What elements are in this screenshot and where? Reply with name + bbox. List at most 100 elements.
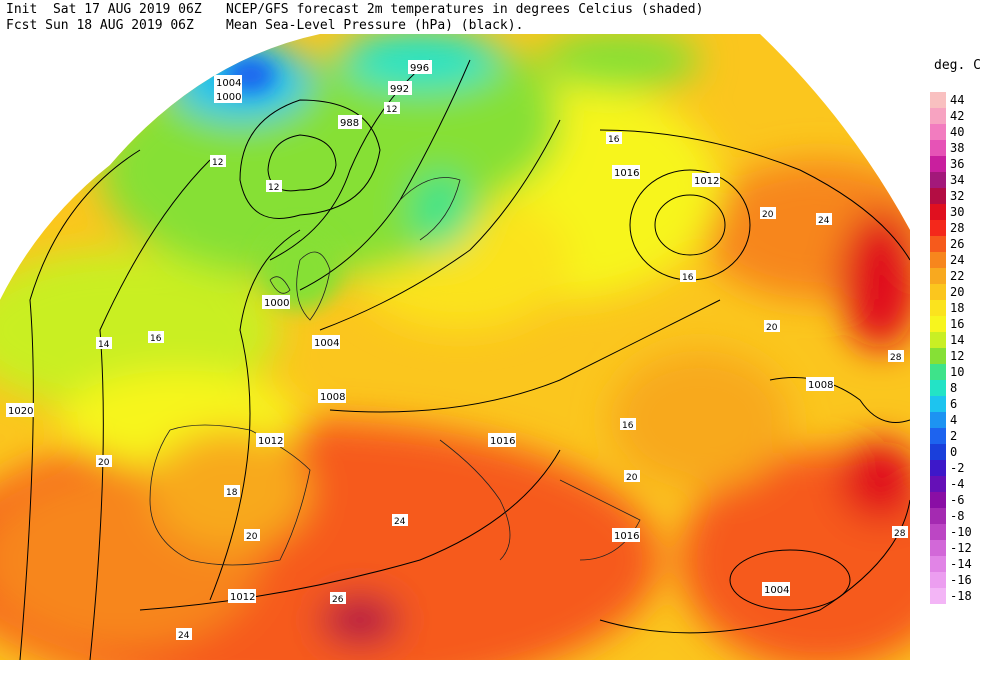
svg-text:1016: 1016 bbox=[614, 531, 639, 542]
isobar-labels: 1020 1016 1012 1008 1004 1000 996 992 98… bbox=[6, 60, 834, 603]
svg-text:1016: 1016 bbox=[490, 436, 515, 447]
isobar-label: 1012 bbox=[256, 433, 284, 447]
isobar-label: 1012 bbox=[228, 589, 256, 603]
svg-text:12: 12 bbox=[268, 183, 279, 193]
legend-swatch bbox=[930, 556, 946, 572]
legend-swatch bbox=[930, 508, 946, 524]
legend-swatch bbox=[930, 92, 946, 108]
legend-swatch bbox=[930, 428, 946, 444]
svg-text:24: 24 bbox=[818, 216, 830, 226]
legend-swatch bbox=[930, 268, 946, 284]
legend-entry: 8 bbox=[930, 380, 1000, 396]
chart-title-line1: NCEP/GFS forecast 2m temperatures in deg… bbox=[226, 2, 704, 17]
svg-text:20: 20 bbox=[246, 532, 258, 542]
isobar-label: 1016 bbox=[488, 433, 516, 447]
legend-label: 34 bbox=[950, 173, 965, 187]
legend-entry: 18 bbox=[930, 300, 1000, 316]
legend-entry: -18 bbox=[930, 588, 1000, 604]
legend-label: 12 bbox=[950, 349, 965, 363]
svg-text:1012: 1012 bbox=[258, 436, 283, 447]
legend-label: 38 bbox=[950, 141, 965, 155]
temp-label: 24 bbox=[392, 514, 408, 527]
legend-entry: 34 bbox=[930, 172, 1000, 188]
legend-swatch bbox=[930, 332, 946, 348]
legend-entry: -4 bbox=[930, 476, 1000, 492]
svg-text:28: 28 bbox=[890, 353, 902, 363]
svg-text:20: 20 bbox=[98, 458, 110, 468]
isobar-label: 992 bbox=[388, 81, 412, 95]
legend-label: 24 bbox=[950, 253, 965, 267]
svg-text:20: 20 bbox=[626, 473, 638, 483]
legend-entry: 14 bbox=[930, 332, 1000, 348]
legend-swatch bbox=[930, 364, 946, 380]
isobar-label: 1004 bbox=[312, 335, 340, 349]
legend-entry: 44 bbox=[930, 92, 1000, 108]
temp-label: 16 bbox=[680, 270, 696, 283]
legend-entry: -2 bbox=[930, 460, 1000, 476]
legend-swatch bbox=[930, 220, 946, 236]
legend-label: -10 bbox=[950, 525, 972, 539]
svg-text:20: 20 bbox=[766, 323, 778, 333]
weather-map: 1020 1016 1012 1008 1004 1000 996 992 98… bbox=[0, 34, 910, 660]
legend-title: deg. C bbox=[934, 58, 981, 73]
legend-swatch bbox=[930, 284, 946, 300]
legend-swatch bbox=[930, 540, 946, 556]
legend-entry: 28 bbox=[930, 220, 1000, 236]
svg-text:1008: 1008 bbox=[320, 392, 345, 403]
legend-entry: -8 bbox=[930, 508, 1000, 524]
legend-swatch bbox=[930, 140, 946, 156]
temp-label: 20 bbox=[624, 470, 640, 483]
legend-entry: -16 bbox=[930, 572, 1000, 588]
isobar-label: 1000 bbox=[214, 89, 242, 103]
legend-entry: 16 bbox=[930, 316, 1000, 332]
isobar-label: 988 bbox=[338, 115, 362, 129]
legend-swatch bbox=[930, 316, 946, 332]
coastlines bbox=[149, 177, 641, 566]
svg-text:1004: 1004 bbox=[216, 78, 241, 89]
legend-swatch bbox=[930, 172, 946, 188]
temp-label: 20 bbox=[760, 207, 776, 220]
svg-text:1008: 1008 bbox=[808, 380, 833, 391]
svg-text:16: 16 bbox=[682, 273, 694, 283]
legend-label: 26 bbox=[950, 237, 965, 251]
chart-title: NCEP/GFS forecast 2m temperatures in deg… bbox=[226, 2, 703, 34]
legend-label: 40 bbox=[950, 125, 965, 139]
legend-swatch bbox=[930, 396, 946, 412]
temperature-field: 1020 1016 1012 1008 1004 1000 996 992 98… bbox=[0, 34, 910, 660]
svg-text:24: 24 bbox=[394, 517, 406, 527]
temp-label: 16 bbox=[620, 418, 636, 431]
legend-label: -6 bbox=[950, 493, 965, 507]
svg-text:14: 14 bbox=[98, 340, 110, 350]
svg-text:12: 12 bbox=[386, 105, 397, 115]
legend-swatch bbox=[930, 588, 946, 604]
legend-label: 32 bbox=[950, 189, 965, 203]
legend-swatch bbox=[930, 476, 946, 492]
legend-swatch bbox=[930, 572, 946, 588]
legend-label: 0 bbox=[950, 445, 958, 459]
legend-label: -16 bbox=[950, 573, 972, 587]
svg-text:26: 26 bbox=[332, 595, 344, 605]
legend-label: 36 bbox=[950, 157, 965, 171]
temp-label: 16 bbox=[148, 331, 164, 344]
legend-entry: -10 bbox=[930, 524, 1000, 540]
legend-label: -18 bbox=[950, 589, 972, 603]
temp-label: 12 bbox=[266, 180, 282, 193]
temperature-labels: 12 12 12 16 14 16 20 20 24 28 26 24 20 1… bbox=[96, 102, 908, 641]
legend-label: -12 bbox=[950, 541, 972, 555]
forecast-time-text: Fcst Sun 18 AUG 2019 06Z bbox=[6, 18, 194, 33]
legend-swatch bbox=[930, 156, 946, 172]
legend-label: 42 bbox=[950, 109, 965, 123]
legend-swatch bbox=[930, 124, 946, 140]
legend-entry: 6 bbox=[930, 396, 1000, 412]
isobar-label: 1000 bbox=[262, 295, 290, 309]
isobar-label: 1004 bbox=[214, 75, 242, 89]
temp-label: 14 bbox=[96, 337, 112, 350]
temp-label: 24 bbox=[816, 213, 832, 226]
legend-entry: 2 bbox=[930, 428, 1000, 444]
legend-entry: -12 bbox=[930, 540, 1000, 556]
legend-entry: 4 bbox=[930, 412, 1000, 428]
legend-swatch bbox=[930, 300, 946, 316]
legend-label: 8 bbox=[950, 381, 958, 395]
isobar-label: 1004 bbox=[762, 582, 790, 596]
temp-label: 26 bbox=[330, 592, 346, 605]
